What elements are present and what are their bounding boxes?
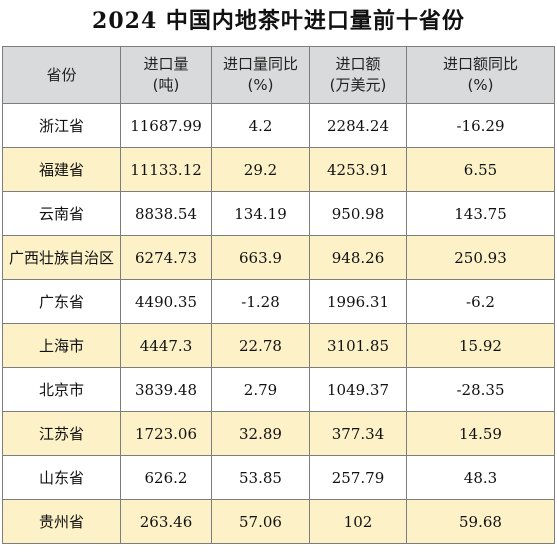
value-yoy-cell: -28.35 bbox=[406, 367, 555, 412]
province-cell: 广西壮族自治区 bbox=[2, 235, 121, 280]
volume-cell: 1723.06 bbox=[120, 411, 212, 456]
value-yoy-cell: -16.29 bbox=[406, 103, 555, 148]
value-cell: 3101.85 bbox=[309, 323, 407, 368]
value-cell: 102 bbox=[309, 499, 407, 544]
header-value-label: 进口额 bbox=[335, 55, 381, 73]
header-value-yoy-unit: (%) bbox=[467, 76, 494, 94]
header-volume-yoy-label: 进口量同比 bbox=[222, 55, 298, 73]
table-row: 山东省 626.2 53.85 257.79 48.3 bbox=[2, 455, 555, 500]
volume-yoy-cell: 32.89 bbox=[211, 411, 310, 456]
table-row: 上海市 4447.3 22.78 3101.85 15.92 bbox=[2, 323, 555, 368]
volume-cell: 11133.12 bbox=[120, 147, 212, 192]
table-row: 北京市 3839.48 2.79 1049.37 -28.35 bbox=[2, 367, 555, 412]
value-yoy-cell: 59.68 bbox=[406, 499, 555, 544]
volume-yoy-cell: 2.79 bbox=[211, 367, 310, 412]
value-yoy-cell: 250.93 bbox=[406, 235, 555, 280]
header-row: 省份 进口量 (吨) 进口量同比 (%) 进口额 (万美元) 进口额同比 (%) bbox=[2, 46, 555, 104]
table-row: 贵州省 263.46 57.06 102 59.68 bbox=[2, 499, 555, 544]
volume-yoy-cell: 29.2 bbox=[211, 147, 310, 192]
header-value-unit: (万美元) bbox=[329, 76, 387, 94]
value-cell: 1996.31 bbox=[309, 279, 407, 324]
province-cell: 浙江省 bbox=[2, 103, 121, 148]
volume-cell: 4447.3 bbox=[120, 323, 212, 368]
header-province-label: 省份 bbox=[46, 65, 77, 84]
value-cell: 4253.91 bbox=[309, 147, 407, 192]
volume-yoy-cell: 663.9 bbox=[211, 235, 310, 280]
table-row: 福建省 11133.12 29.2 4253.91 6.55 bbox=[2, 147, 555, 192]
province-cell: 广东省 bbox=[2, 279, 121, 324]
province-cell: 江苏省 bbox=[2, 411, 121, 456]
value-yoy-cell: 15.92 bbox=[406, 323, 555, 368]
header-volume-unit: (吨) bbox=[152, 76, 180, 94]
value-cell: 257.79 bbox=[309, 455, 407, 500]
province-cell: 北京市 bbox=[2, 367, 121, 412]
volume-yoy-cell: 53.85 bbox=[211, 455, 310, 500]
volume-yoy-cell: 4.2 bbox=[211, 103, 310, 148]
table-row: 广东省 4490.35 -1.28 1996.31 -6.2 bbox=[2, 279, 555, 324]
volume-cell: 3839.48 bbox=[120, 367, 212, 412]
value-cell: 377.34 bbox=[309, 411, 407, 456]
province-cell: 云南省 bbox=[2, 191, 121, 236]
header-volume-yoy: 进口量同比 (%) bbox=[211, 46, 310, 104]
value-yoy-cell: 14.59 bbox=[406, 411, 555, 456]
volume-cell: 4490.35 bbox=[120, 279, 212, 324]
value-cell: 950.98 bbox=[309, 191, 407, 236]
province-cell: 山东省 bbox=[2, 455, 121, 500]
province-cell: 上海市 bbox=[2, 323, 121, 368]
volume-cell: 11687.99 bbox=[120, 103, 212, 148]
value-yoy-cell: 6.55 bbox=[406, 147, 555, 192]
table-body: 浙江省 11687.99 4.2 2284.24 -16.29 福建省 1113… bbox=[2, 103, 555, 544]
value-yoy-cell: -6.2 bbox=[406, 279, 555, 324]
header-value: 进口额 (万美元) bbox=[309, 46, 407, 104]
header-volume: 进口量 (吨) bbox=[120, 46, 212, 104]
volume-yoy-cell: 22.78 bbox=[211, 323, 310, 368]
value-cell: 948.26 bbox=[309, 235, 407, 280]
value-cell: 1049.37 bbox=[309, 367, 407, 412]
volume-cell: 263.46 bbox=[120, 499, 212, 544]
table-row: 江苏省 1723.06 32.89 377.34 14.59 bbox=[2, 411, 555, 456]
table-row: 云南省 8838.54 134.19 950.98 143.75 bbox=[2, 191, 555, 236]
header-province: 省份 bbox=[2, 46, 121, 104]
table-title: 2024 中国内地茶叶进口量前十省份 bbox=[92, 8, 465, 34]
table-header: 省份 进口量 (吨) 进口量同比 (%) 进口额 (万美元) 进口额同比 (%) bbox=[2, 46, 555, 104]
table-row: 广西壮族自治区 6274.73 663.9 948.26 250.93 bbox=[2, 235, 555, 280]
header-volume-yoy-unit: (%) bbox=[247, 76, 274, 94]
value-yoy-cell: 48.3 bbox=[406, 455, 555, 500]
volume-cell: 8838.54 bbox=[120, 191, 212, 236]
header-value-yoy: 进口额同比 (%) bbox=[406, 46, 555, 104]
province-cell: 贵州省 bbox=[2, 499, 121, 544]
volume-cell: 6274.73 bbox=[120, 235, 212, 280]
volume-yoy-cell: 57.06 bbox=[211, 499, 310, 544]
header-value-yoy-label: 进口额同比 bbox=[442, 55, 518, 73]
province-cell: 福建省 bbox=[2, 147, 121, 192]
tea-import-table: 省份 进口量 (吨) 进口量同比 (%) 进口额 (万美元) 进口额同比 (%)… bbox=[2, 46, 555, 544]
volume-yoy-cell: 134.19 bbox=[211, 191, 310, 236]
value-yoy-cell: 143.75 bbox=[406, 191, 555, 236]
volume-yoy-cell: -1.28 bbox=[211, 279, 310, 324]
value-cell: 2284.24 bbox=[309, 103, 407, 148]
header-volume-label: 进口量 bbox=[143, 55, 189, 73]
volume-cell: 626.2 bbox=[120, 455, 212, 500]
table-row: 浙江省 11687.99 4.2 2284.24 -16.29 bbox=[2, 103, 555, 148]
